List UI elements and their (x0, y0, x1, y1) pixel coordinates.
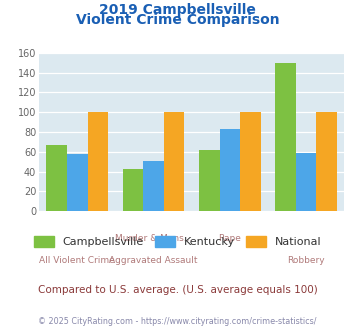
Bar (275, 63, 296, 211)
Text: Robbery: Robbery (288, 256, 325, 265)
Bar (219, 129, 240, 211)
Bar (164, 112, 185, 211)
Bar (199, 150, 219, 211)
Bar (88, 112, 108, 211)
Text: Murder & Mans...: Murder & Mans... (115, 234, 192, 243)
Bar (122, 169, 143, 211)
Text: 2019 Campbellsville: 2019 Campbellsville (99, 3, 256, 17)
Bar (296, 153, 317, 211)
Legend: Campbellsville, Kentucky, National: Campbellsville, Kentucky, National (29, 232, 326, 252)
Text: Compared to U.S. average. (U.S. average equals 100): Compared to U.S. average. (U.S. average … (38, 285, 317, 295)
Bar (67, 154, 88, 211)
Bar (143, 161, 164, 211)
Bar (317, 112, 337, 211)
Bar (240, 112, 261, 211)
Text: Aggravated Assault: Aggravated Assault (109, 256, 198, 265)
Bar (46, 145, 67, 211)
Text: All Violent Crime: All Violent Crime (39, 256, 115, 265)
Text: Rape: Rape (218, 234, 241, 243)
Text: © 2025 CityRating.com - https://www.cityrating.com/crime-statistics/: © 2025 CityRating.com - https://www.city… (38, 317, 317, 326)
Text: Violent Crime Comparison: Violent Crime Comparison (76, 13, 279, 27)
